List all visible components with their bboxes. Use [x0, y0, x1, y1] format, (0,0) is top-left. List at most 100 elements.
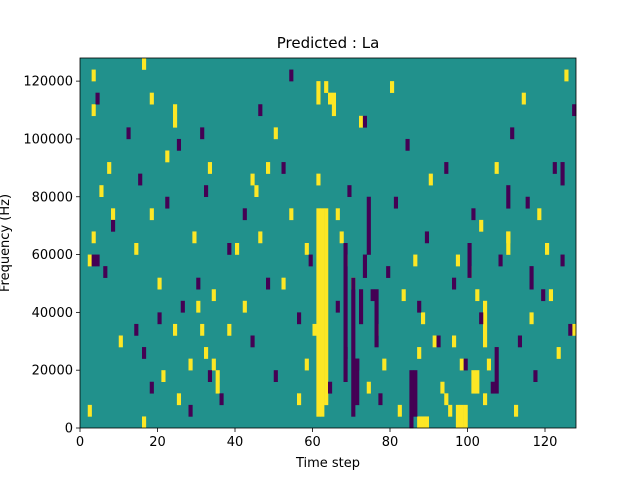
- heatmap-cell-low: [370, 289, 375, 302]
- heatmap-cell-low: [560, 162, 565, 186]
- heatmap-cell-low: [165, 196, 170, 209]
- y-tick-label: 60000: [32, 248, 73, 263]
- heatmap-cell-low: [572, 104, 577, 117]
- heatmap-cell-low: [347, 185, 352, 197]
- heatmap-cell-low: [393, 196, 399, 209]
- heatmap-cell-high: [324, 81, 329, 93]
- heatmap-cell-high: [165, 150, 170, 163]
- y-tick-label: 120000: [23, 75, 73, 90]
- heatmap-cell-high: [475, 289, 480, 302]
- heatmap-cell-low: [355, 358, 360, 406]
- heatmap-cell-low: [517, 335, 523, 348]
- heatmap-cell-high: [521, 92, 526, 105]
- heatmap-cell-low: [452, 277, 457, 290]
- heatmap-cell-high: [215, 381, 220, 394]
- heatmap-cell-high: [188, 358, 193, 371]
- heatmap-cell-high: [118, 335, 123, 348]
- heatmap-cell-high: [250, 173, 255, 186]
- heatmap-cell-low: [289, 69, 294, 82]
- heatmap-cell-low: [258, 104, 263, 117]
- heatmap-cell-low: [405, 138, 410, 151]
- heatmap-cell-low: [281, 162, 286, 174]
- heatmap-cell-high: [324, 208, 329, 406]
- heatmap-cell-low: [560, 254, 565, 267]
- heatmap-cell-low: [188, 404, 193, 417]
- heatmap-cell-low: [95, 254, 100, 267]
- heatmap-cell-low: [436, 335, 441, 348]
- heatmap-cell-high: [556, 347, 561, 359]
- axes-frame: [79, 57, 577, 429]
- heatmap-cell-high: [196, 300, 201, 313]
- heatmap-cell-high: [91, 69, 96, 82]
- heatmap-cell-low: [207, 370, 213, 382]
- x-axis-label: Time step: [295, 456, 360, 471]
- heatmap-cell-high: [316, 81, 321, 105]
- heatmap-cell-low: [467, 243, 472, 278]
- heatmap-cell-high: [331, 92, 337, 117]
- heatmap-cell-low: [568, 323, 573, 336]
- heatmap-cell-low: [351, 277, 356, 417]
- heatmap-cell-high: [452, 335, 457, 348]
- heatmap-cell-high: [455, 404, 461, 429]
- heatmap-cell-high: [475, 370, 480, 394]
- heatmap-cell-high: [227, 323, 232, 336]
- heatmap-cell-low: [91, 254, 96, 267]
- heatmap-cell-high: [328, 92, 333, 105]
- heatmap-cell-high: [483, 393, 488, 406]
- heatmap-cell-low: [359, 289, 364, 325]
- heatmap-cell-high: [266, 162, 271, 174]
- heatmap-cell-high: [463, 404, 468, 429]
- heatmap-cell-high: [207, 162, 213, 174]
- heatmap-cell-low: [134, 323, 139, 336]
- heatmap-cell-high: [428, 173, 433, 186]
- heatmap-cell-high: [258, 231, 263, 244]
- x-tick-label: 0: [76, 435, 84, 450]
- chart-title: Predicted : La: [277, 34, 380, 52]
- heatmap-cell-low: [471, 208, 476, 221]
- heatmap-cell-high: [211, 358, 216, 371]
- heatmap-cell-high: [91, 231, 96, 244]
- heatmap-cell-high: [444, 393, 449, 406]
- heatmap-cell-high: [316, 173, 321, 186]
- heatmap-cell-high: [304, 243, 309, 255]
- heatmap-cell-low: [266, 277, 271, 290]
- heatmap-cell-low: [95, 92, 100, 105]
- heatmap-cell-high: [192, 231, 197, 244]
- heatmap-cell-low: [479, 312, 484, 325]
- heatmap-cell-high: [572, 323, 577, 336]
- heatmap-cell-low: [196, 277, 201, 290]
- heatmap-cell-high: [91, 104, 96, 117]
- heatmap-cell-low: [498, 254, 503, 267]
- heatmap-cell-high: [440, 381, 445, 394]
- heatmap-cell-high: [506, 231, 511, 244]
- heatmap-cell-high: [173, 323, 178, 336]
- heatmap-cell-high: [173, 115, 178, 128]
- heatmap-cell-low: [176, 138, 182, 151]
- heatmap-cell-low: [374, 289, 379, 348]
- heatmap-cell-high: [211, 289, 216, 302]
- heatmap-cell-high: [204, 347, 209, 359]
- y-axis: 0 20000 40000 60000 80000 100000 120000: [23, 75, 80, 437]
- heatmap-cell-low: [424, 231, 430, 244]
- heatmap-cell-high: [471, 370, 476, 394]
- heatmap-cell-high: [134, 243, 139, 255]
- x-axis: 0 20 40 60 80 100 120: [76, 428, 557, 450]
- heatmap-cell-high: [397, 404, 402, 417]
- heatmap-cell-low: [525, 196, 530, 209]
- heatmap-cell-high: [417, 347, 422, 359]
- heatmap-cell-high: [564, 69, 569, 82]
- heatmap-cell-high: [254, 185, 259, 197]
- heatmap-cell-high: [304, 358, 309, 371]
- heatmap-cell-low: [111, 219, 116, 232]
- heatmap-cell-high: [529, 312, 534, 325]
- x-tick-label: 80: [382, 435, 399, 450]
- heatmap-cell-high: [149, 208, 154, 221]
- heatmap-cell-low: [494, 347, 499, 394]
- heatmap-cell-low: [335, 300, 340, 313]
- heatmap-cell-high: [339, 231, 344, 244]
- heatmap-cell-high: [548, 289, 554, 302]
- heatmap-cell-high: [87, 404, 92, 417]
- x-tick-label: 20: [149, 435, 166, 450]
- heatmap-cell-high: [157, 277, 162, 290]
- heatmap-cell-high: [390, 81, 395, 93]
